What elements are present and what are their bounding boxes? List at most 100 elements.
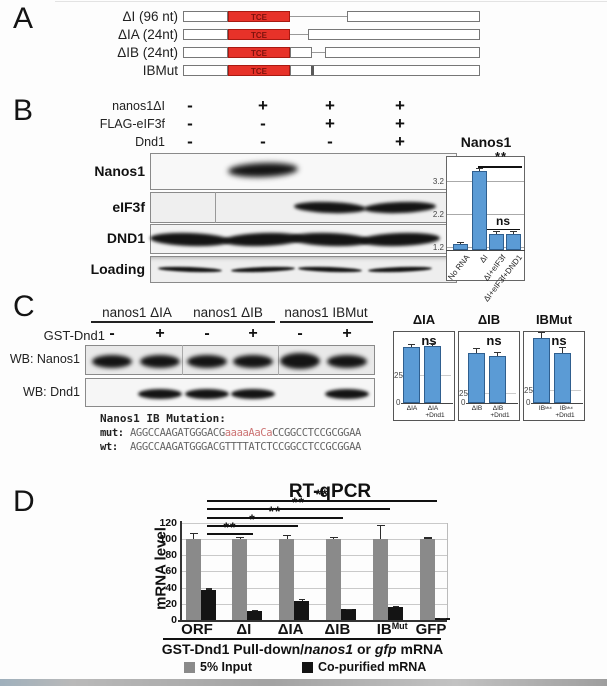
y-tick-label: 120 (159, 516, 177, 529)
input-bar (325, 539, 341, 620)
error-bar (496, 231, 497, 234)
x-tick-label: ΔIB (471, 405, 483, 412)
blot-band (327, 354, 367, 368)
error-bar-cap (510, 231, 517, 233)
y-tick-label: 3.2 (432, 177, 444, 186)
panel-c-chart-title: ΔIA (412, 312, 436, 327)
panel-d-x-axis-label: GST-Dnd1 Pull-down/nanos1 or gfp mRNA (150, 641, 455, 657)
minus-sign: - (327, 132, 333, 151)
xlabel-part: mRNA (396, 641, 444, 657)
construct-box (308, 29, 480, 40)
x-tick-label: +Dnd1 (555, 412, 575, 419)
construct-deletion-line (290, 34, 308, 35)
sig-line (207, 533, 253, 535)
chart-gridline (181, 587, 447, 589)
error-bar-cap (538, 331, 545, 333)
sig-line (207, 525, 298, 527)
sig-stars: * (249, 511, 256, 527)
y-tick-label: 40 (165, 581, 177, 594)
group-underline (280, 321, 373, 323)
chart-baseline (446, 250, 525, 251)
x-tick-label: IB Mut (538, 405, 552, 412)
panel-label-b: B (13, 94, 34, 127)
blot-row-label: DND1 (106, 230, 145, 246)
y-tick-label: 25 (524, 386, 533, 395)
sig-line (207, 517, 343, 519)
tce-element-box: TCE (228, 29, 290, 40)
condition-label: FLAG-eIF3f (99, 117, 165, 131)
y-tick-label: 0 (526, 398, 531, 407)
bar (403, 347, 420, 403)
plus-sign: + (395, 132, 405, 151)
input-bar (185, 539, 201, 620)
error-bar-cap (329, 536, 338, 538)
bar (424, 345, 441, 403)
error-bar-cap (494, 352, 501, 354)
blot-row-label: Loading (90, 260, 145, 277)
error-bar (476, 348, 477, 353)
category-label: ΔI (236, 621, 252, 638)
blot-band (233, 354, 273, 368)
panel-d-chart-title: RT-qPCR (288, 481, 372, 502)
blot-row-label: eIF3f (112, 198, 145, 215)
group-header: nanos1 ΔIB (193, 305, 263, 320)
construct-box (183, 47, 228, 58)
group-underline (182, 321, 275, 323)
plus-sign: + (395, 114, 405, 133)
construct-box (183, 65, 228, 76)
x-tick-label: ΔIB (492, 405, 504, 412)
blot-band (92, 354, 132, 368)
error-bar-cap (476, 167, 483, 169)
sig-line (207, 500, 437, 502)
blot-band (185, 389, 229, 399)
input-bar (232, 539, 248, 620)
figure-edge-line (55, 1, 607, 2)
error-bar (193, 532, 194, 539)
error-bar (333, 536, 335, 539)
blot-band (138, 389, 182, 399)
sig-stars: ** (494, 149, 508, 164)
construct-deletion-line (312, 52, 325, 53)
error-bar-cap (473, 348, 480, 350)
blot-band (140, 354, 180, 368)
group-header: nanos1 ΔIA (102, 305, 172, 320)
plus-sign: + (395, 96, 405, 115)
panel-d-category-underline (163, 638, 441, 640)
chart-gridline (181, 555, 447, 557)
blot-band (325, 389, 369, 399)
minus-sign: - (297, 325, 303, 342)
condition-label: nanos1ΔI (112, 99, 165, 113)
error-bar-cap (457, 241, 464, 243)
blot-row-label: WB: Nanos1 (9, 352, 80, 366)
copurified-bar (340, 609, 356, 620)
error-bar-cap (345, 608, 352, 610)
category-label: ORF (181, 621, 213, 638)
y-tick-label: 0 (171, 614, 177, 626)
error-bar-cap (392, 606, 399, 608)
y-tick-label: 1.2 (432, 243, 444, 252)
error-bar-cap (439, 617, 446, 620)
blot-box-c0 (85, 345, 375, 375)
minus-sign: - (187, 132, 193, 151)
blot-lane-divider (182, 345, 183, 375)
y-tick-label: 25 (394, 371, 403, 380)
mut-seq-mutated: aaaaAaCa (224, 427, 273, 439)
error-bar-cap (376, 525, 385, 527)
y-tick-label: 80 (165, 549, 177, 562)
plus-sign: + (155, 325, 165, 342)
y-tick-label: 100 (159, 533, 177, 545)
x-tick-label: IB Mut (559, 405, 573, 412)
x-tick-label: ΔIA (406, 405, 418, 412)
blot-box-0 (150, 153, 457, 190)
plus-sign: + (248, 325, 258, 342)
y-tick-label: 2.2 (432, 210, 444, 219)
xlabel-part-italic: nanos1 (304, 641, 354, 657)
group-header: nanos1 IBMut (284, 305, 368, 320)
copurified-bar (200, 590, 216, 620)
copurified-bar (387, 607, 403, 620)
legend-swatch-copurified (302, 662, 313, 673)
minus-sign: - (204, 325, 210, 342)
x-tick-label: +Dnd1 (490, 412, 510, 419)
sig-stars: ** (315, 486, 329, 502)
input-bar (419, 539, 435, 620)
